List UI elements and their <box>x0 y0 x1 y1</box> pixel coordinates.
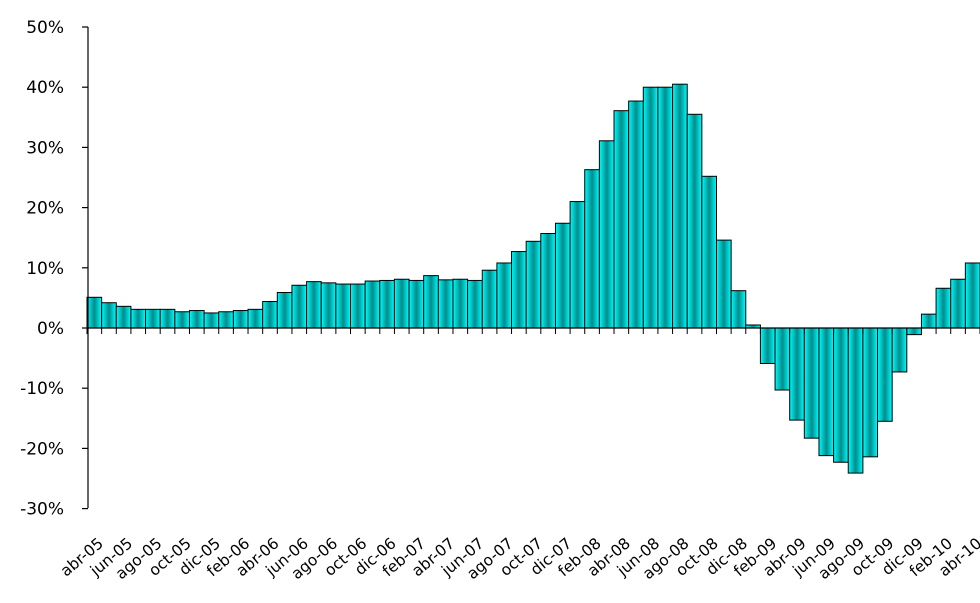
y-tick-label: -30% <box>20 500 64 520</box>
bar <box>364 280 381 329</box>
bar <box>203 312 220 329</box>
bar <box>408 279 425 329</box>
bar <box>511 251 527 329</box>
bar <box>232 310 249 329</box>
bar <box>159 308 176 329</box>
bar <box>569 201 586 329</box>
bar <box>525 240 542 329</box>
bar <box>701 175 717 329</box>
bar <box>145 308 161 329</box>
y-tick-labels: 50% 40% 30% 20% 10% 0% -10% -20% -30% <box>20 18 64 520</box>
bar <box>964 262 980 329</box>
y-tick-label: -10% <box>20 379 64 399</box>
bar <box>291 284 308 329</box>
bar <box>906 327 922 336</box>
bar <box>101 302 117 329</box>
bar <box>657 86 674 329</box>
bar <box>584 169 600 329</box>
y-tick-label: 50% <box>26 18 64 38</box>
bar <box>613 110 630 329</box>
bar <box>759 327 776 365</box>
bar <box>262 301 278 329</box>
bar <box>803 327 820 439</box>
y-tick-label: 10% <box>26 259 64 279</box>
bar <box>554 222 571 329</box>
bar <box>847 327 864 474</box>
y-tick-label: 40% <box>26 78 64 98</box>
bar <box>320 282 337 329</box>
y-tick-label: 30% <box>26 138 64 158</box>
bar <box>306 281 322 329</box>
bar <box>833 327 849 463</box>
bar <box>467 279 483 329</box>
bar <box>247 308 264 329</box>
bar <box>335 283 352 329</box>
bar <box>950 278 966 329</box>
bar <box>672 83 688 329</box>
bar <box>789 327 805 421</box>
bar <box>115 305 132 329</box>
bar <box>496 262 513 329</box>
bar <box>774 327 791 391</box>
bar <box>935 287 952 329</box>
bar <box>877 327 893 422</box>
bar <box>379 279 395 329</box>
bar <box>188 310 205 329</box>
y-tick-label: 0% <box>37 319 64 339</box>
bar <box>481 269 498 329</box>
bar <box>276 291 293 329</box>
bar <box>174 311 190 329</box>
bar <box>730 290 747 329</box>
bar <box>437 279 454 329</box>
bar <box>862 327 879 458</box>
bar <box>686 113 703 329</box>
y-tick-label: -20% <box>20 439 64 459</box>
bar <box>423 275 439 329</box>
bars-group <box>86 83 980 474</box>
bar <box>642 86 659 329</box>
bar <box>393 278 410 329</box>
bar <box>891 327 908 373</box>
bar <box>218 311 234 329</box>
bar <box>350 283 366 329</box>
y-tick-label: 20% <box>26 199 64 219</box>
bar <box>715 239 732 329</box>
axes-group <box>82 26 980 510</box>
bar <box>818 327 835 457</box>
bar <box>130 308 147 329</box>
bar <box>452 278 469 329</box>
bar <box>628 100 644 329</box>
bar <box>598 140 615 329</box>
x-tick-labels: abr-05jun-05ago-05oct-05dic-05feb-06abr-… <box>57 534 980 583</box>
bar <box>540 232 556 329</box>
bar <box>86 296 103 329</box>
bar <box>920 313 937 329</box>
